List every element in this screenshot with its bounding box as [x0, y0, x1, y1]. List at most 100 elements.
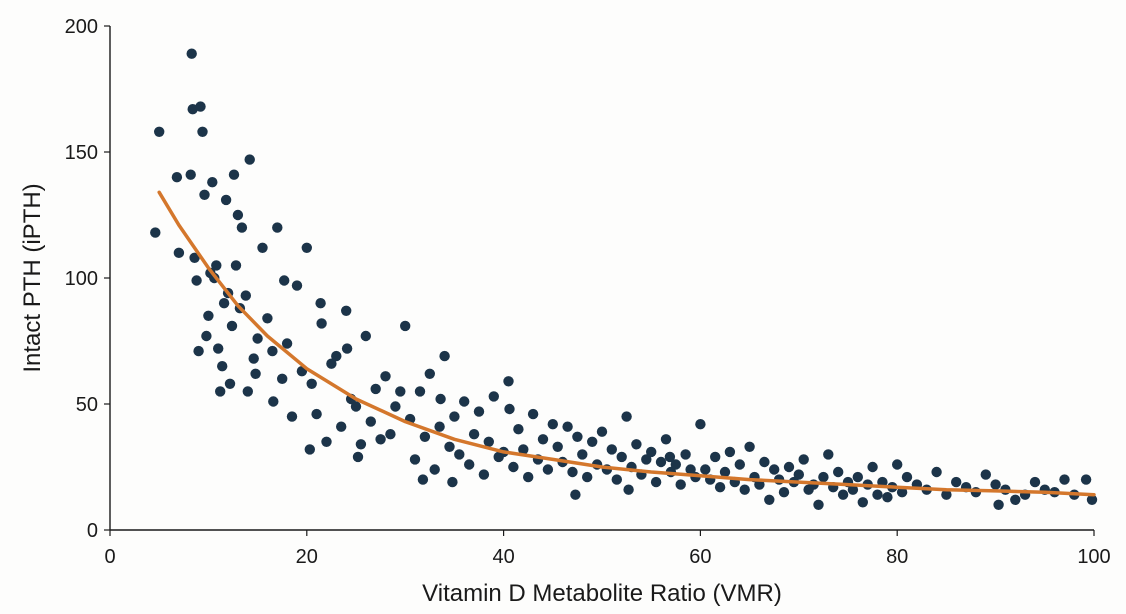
data-point [739, 484, 750, 495]
data-point [336, 421, 347, 432]
data-point [867, 461, 878, 473]
data-point [242, 386, 253, 397]
data-point [189, 252, 200, 263]
data-point [685, 464, 696, 475]
data-point [193, 345, 204, 357]
y-axis-title: Intact PTH (iPTH) [19, 183, 46, 372]
data-point [547, 419, 558, 430]
data-point [783, 461, 795, 473]
data-point [395, 386, 406, 397]
y-tick-label: 200 [65, 16, 98, 38]
data-point [211, 260, 222, 271]
data-point [710, 451, 721, 463]
data-point [434, 421, 445, 432]
data-point [872, 489, 883, 500]
x-tick-label: 100 [1077, 546, 1110, 568]
data-point [380, 371, 391, 382]
data-point [385, 429, 396, 440]
data-point [606, 444, 617, 455]
data-point [444, 441, 455, 452]
data-point [414, 386, 426, 397]
data-point [882, 492, 893, 503]
data-point [468, 429, 480, 440]
data-point [252, 333, 263, 344]
data-point [483, 436, 494, 447]
data-point [250, 368, 261, 379]
data-point [473, 406, 485, 417]
data-point [429, 464, 440, 475]
data-point [248, 353, 259, 364]
data-point [764, 494, 775, 505]
data-point [670, 459, 681, 470]
data-point [400, 320, 411, 332]
data-point [228, 169, 240, 180]
data-point [454, 449, 465, 460]
y-tick-label: 100 [65, 268, 98, 290]
data-point [631, 439, 642, 450]
data-point [331, 350, 342, 362]
data-point [286, 411, 298, 422]
data-point [695, 419, 706, 430]
data-point [570, 489, 581, 500]
data-point [508, 461, 519, 473]
x-tick-label: 60 [689, 546, 711, 568]
data-point [567, 466, 578, 478]
data-point [201, 330, 212, 342]
x-tick-label: 20 [296, 546, 318, 568]
data-point [572, 431, 583, 442]
data-point [185, 169, 196, 180]
data-point [759, 456, 770, 468]
data-point [217, 361, 228, 372]
data-point [611, 474, 622, 485]
data-point [154, 126, 165, 137]
data-point [719, 466, 731, 478]
y-axis-ticks: 0 50 100 150 200 [65, 16, 110, 542]
data-point [257, 242, 268, 253]
data-point [1059, 474, 1070, 485]
data-point [754, 479, 765, 490]
data-point [714, 482, 726, 493]
data-point [195, 101, 206, 112]
data-point [199, 189, 210, 200]
x-axis-title: Vitamin D Metabolite Ratio (VMR) [422, 580, 782, 607]
data-point [587, 436, 598, 447]
data-point [857, 497, 868, 508]
data-point [518, 444, 529, 455]
data-point [504, 403, 515, 415]
data-point [596, 426, 608, 437]
data-point [186, 48, 197, 59]
data-point [542, 464, 554, 475]
data-point [562, 421, 573, 432]
data-point [150, 227, 161, 238]
x-axis-ticks: 0 20 40 60 80 100 [104, 530, 1111, 568]
data-point [424, 368, 435, 379]
data-point [232, 209, 244, 221]
data-point [350, 401, 362, 412]
data-point [215, 386, 226, 397]
data-point [435, 393, 446, 405]
data-point [301, 242, 312, 253]
data-point [304, 444, 315, 455]
data-point [220, 194, 232, 206]
data-point [951, 476, 962, 488]
x-tick-label: 40 [492, 546, 514, 568]
data-point [513, 424, 524, 435]
data-point [352, 451, 364, 463]
data-point [268, 396, 279, 407]
data-point [464, 459, 475, 470]
data-point [365, 416, 376, 427]
data-point [1086, 494, 1098, 505]
data-point [823, 449, 834, 460]
data-point [173, 247, 185, 258]
y-tick-label: 150 [65, 142, 98, 164]
data-point [315, 298, 326, 309]
data-point [240, 290, 251, 301]
data-point [527, 408, 539, 420]
data-point [847, 484, 859, 495]
data-point [664, 451, 676, 463]
x-tick-label: 80 [886, 546, 908, 568]
data-point [230, 260, 242, 271]
data-point [213, 343, 224, 354]
data-point [641, 454, 652, 465]
